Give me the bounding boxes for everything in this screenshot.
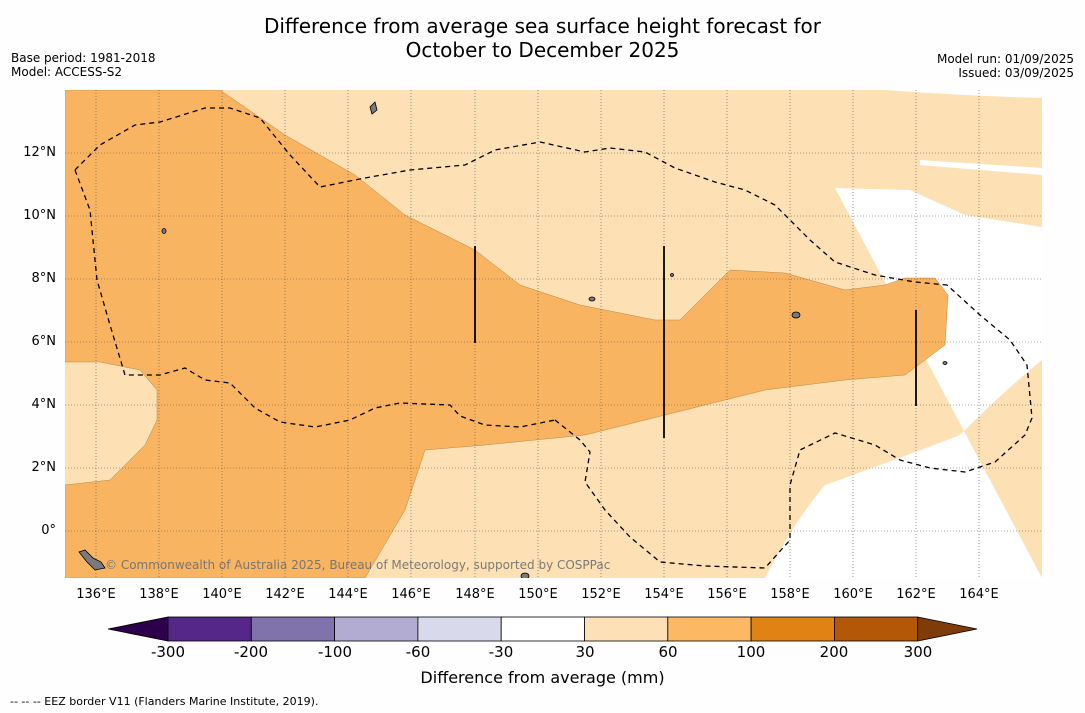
- lon-tick: 164°E: [959, 587, 999, 602]
- anomaly-60-100-region: [65, 90, 949, 578]
- colorbar-tick: -300: [150, 643, 186, 661]
- colorbar: [107, 616, 978, 642]
- colorbar-bin: [584, 616, 669, 642]
- lon-tick: 158°E: [770, 587, 810, 602]
- eez-legend-note: -- -- -- EEZ border V11 (Flanders Marine…: [10, 695, 319, 708]
- graticule: [65, 90, 1042, 578]
- title-line-1: Difference from average sea surface heig…: [263, 14, 822, 38]
- issued-date: Issued: 03/09/2025: [958, 66, 1074, 80]
- near-normal-sliver: [920, 160, 1042, 175]
- lon-tick: 154°E: [644, 587, 684, 602]
- colorbar-bin: [167, 616, 252, 642]
- colorbar-title: Difference from average (mm): [420, 668, 665, 687]
- colorbar-bin: [417, 616, 502, 642]
- colorbar-tick: -200: [233, 643, 269, 661]
- lon-tick: 156°E: [707, 587, 747, 602]
- colorbar-under-arrow: [107, 616, 169, 642]
- colorbar-tick: 60: [658, 643, 678, 661]
- colorbar-bin: [334, 616, 419, 642]
- lon-tick: 160°E: [833, 587, 873, 602]
- lat-tick: 10°N: [23, 208, 56, 223]
- lon-tick: 138°E: [139, 587, 179, 602]
- colorbar-tick: 200: [819, 643, 849, 661]
- lat-tick: 4°N: [31, 397, 57, 412]
- near-normal-region-east: [765, 188, 1042, 578]
- lat-tick: 8°N: [31, 271, 57, 286]
- base-period: Base period: 1981-2018: [11, 51, 156, 65]
- copyright-credit: © Commonwealth of Australia 2025, Bureau…: [105, 558, 611, 572]
- lon-tick: 142°E: [265, 587, 305, 602]
- lat-tick: 2°N: [31, 460, 57, 475]
- colorbar-bin: [667, 616, 752, 642]
- sea-height-map: [65, 90, 1042, 578]
- chart-title: Difference from average sea surface heig…: [0, 14, 1085, 62]
- model-run-date: Model run: 01/09/2025: [936, 52, 1074, 66]
- lon-tick: 136°E: [76, 587, 116, 602]
- model-info: Base period: 1981-2018 Model: ACCESS-S2: [11, 51, 156, 79]
- near-normal-region-north: [885, 90, 1042, 98]
- colorbar-graphic: [107, 616, 978, 642]
- colorbar-bin: [250, 616, 336, 642]
- lon-tick: 150°E: [518, 587, 558, 602]
- lon-tick: 144°E: [328, 587, 368, 602]
- colorbar-tick: 30: [575, 643, 595, 661]
- lon-tick: 148°E: [455, 587, 495, 602]
- lon-tick: 162°E: [896, 587, 936, 602]
- islands: [78, 101, 948, 578]
- reference-bars: [474, 246, 917, 438]
- colorbar-tick: -60: [405, 643, 431, 661]
- colorbar-bin: [750, 616, 835, 642]
- lat-tick: 6°N: [31, 334, 57, 349]
- model-name: Model: ACCESS-S2: [11, 65, 123, 79]
- lat-tick: 12°N: [23, 145, 56, 160]
- colorbar-bin: [500, 616, 585, 642]
- colorbar-tick: 100: [736, 643, 766, 661]
- run-info: Model run: 01/09/2025 Issued: 03/09/2025: [937, 52, 1074, 80]
- lon-tick: 152°E: [581, 587, 621, 602]
- lon-tick: 146°E: [391, 587, 431, 602]
- title-line-2: October to December 2025: [405, 38, 680, 62]
- lon-tick: 140°E: [202, 587, 242, 602]
- lat-tick: 0°: [41, 523, 56, 538]
- colorbar-over-arrow: [917, 616, 978, 642]
- colorbar-tick: 300: [903, 643, 933, 661]
- eez-borders: [74, 107, 1033, 569]
- colorbar-bin: [834, 616, 919, 642]
- map-panel: [65, 90, 1042, 578]
- colorbar-tick: -30: [488, 643, 514, 661]
- colorbar-tick: -100: [317, 643, 353, 661]
